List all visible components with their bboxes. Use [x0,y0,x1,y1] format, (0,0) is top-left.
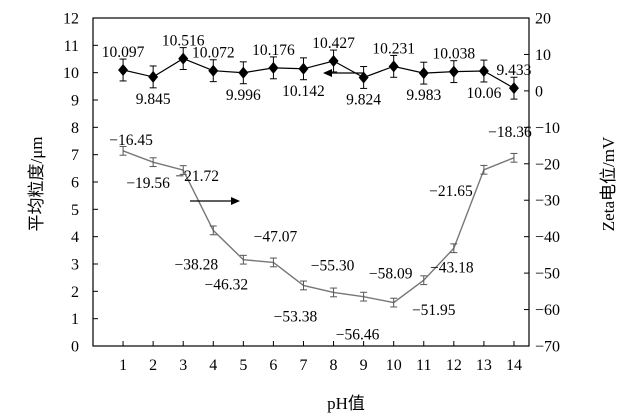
size-point [418,67,429,80]
size-data-label: 10.231 [372,40,415,57]
y-right-tick-label: −30 [535,193,560,210]
size-point [448,65,459,78]
size-data-label: 9.996 [226,87,261,104]
size-data-label: 9.983 [406,87,441,104]
zeta-data-label: −58.09 [369,266,413,283]
size-data-label: 10.516 [162,33,205,50]
zeta-data-label: −51.95 [412,302,456,319]
size-data-label: 10.176 [252,42,295,59]
y-left-tick-label: 2 [71,284,79,301]
size-point [298,62,309,75]
y-left-tick-label: 5 [71,202,79,219]
y-right-tick-label: −50 [535,266,560,283]
zeta-data-label: −43.18 [430,259,474,276]
zeta-data-label: −46.32 [205,277,249,294]
y-left-tick-label: 8 [71,120,79,137]
size-data-label: 10.097 [102,44,145,61]
x-tick-label: 13 [476,357,492,374]
x-tick-label: 5 [239,357,247,374]
size-data-label: 10.142 [282,83,325,100]
x-tick-label: 1 [119,357,127,374]
y-left-tick-label: 1 [71,311,79,328]
zeta-data-label: −21.65 [429,183,473,200]
y-axis-right-label: Zeta电位/mV [599,136,618,231]
size-data-label: 10.06 [466,85,501,102]
zeta-data-label: −55.30 [311,257,355,274]
size-data-label: 9.433 [497,62,532,79]
y-right-tick-label: 10 [535,47,551,64]
y-right-tick-label: 20 [535,11,551,28]
x-tick-label: 4 [209,357,217,374]
y-right-tick-label: −10 [535,120,560,137]
arrow-to-right-axis-head [231,197,240,205]
zeta-data-label: −47.07 [254,228,298,245]
y-right-tick-label: 0 [535,83,543,100]
x-tick-label: 14 [506,357,522,374]
size-data-label: 9.845 [136,91,171,108]
size-point [118,64,129,77]
size-data-label: 10.038 [433,46,476,63]
x-tick-label: 10 [386,357,402,374]
y-left-tick-label: 6 [71,175,79,192]
zeta-data-label: −19.56 [126,175,170,192]
x-tick-label: 8 [330,357,338,374]
size-point [178,52,189,65]
zeta-data-label: −53.38 [274,308,318,325]
y-right-tick-label: −60 [535,302,560,319]
y-left-tick-label: 4 [71,229,79,246]
y-right-tick-label: −70 [535,339,560,356]
y-right-tick-label: −40 [535,229,560,246]
size-data-label: 9.824 [346,91,381,108]
size-point [238,66,249,79]
x-tick-label: 6 [269,357,277,374]
zeta-data-label: −56.46 [336,327,380,344]
size-point [328,54,339,67]
size-point [478,65,489,78]
size-point [358,71,369,84]
y-left-tick-label: 12 [63,11,79,28]
y-left-tick-label: 10 [63,65,79,82]
zeta-series-line [122,150,515,304]
size-point [148,70,159,83]
y-left-tick-label: 9 [71,93,79,110]
y-left-tick-label: 7 [71,147,79,164]
size-point [508,82,519,95]
series-arrows [190,69,364,205]
y-right-tick-label: −20 [535,156,560,173]
zeta-data-label: −18.36 [488,124,532,141]
size-point [268,61,279,74]
y-left-tick-label: 0 [71,339,79,356]
size-point [208,64,219,77]
x-tick-label: 7 [299,357,307,374]
x-axis-label: pH值 [327,394,365,413]
x-tick-label: 2 [149,357,157,374]
x-tick-label: 9 [360,357,368,374]
y-axis-left-label: 平均粒度/μm [27,136,46,231]
arrow-to-left-axis-head [323,69,332,77]
zeta-data-label: −21.72 [175,168,219,185]
size-series-line [122,57,515,89]
x-tick-label: 12 [446,357,462,374]
x-tick-label: 11 [416,357,431,374]
size-data-label: 10.427 [312,35,355,52]
y-left-tick-label: 3 [71,257,79,274]
zeta-data-label: −38.28 [174,256,218,273]
x-tick-label: 3 [179,357,187,374]
y-left-tick-label: 11 [64,38,79,55]
size-point [388,60,399,73]
zeta-data-label: −16.45 [109,132,153,149]
size-data-label: 10.072 [192,45,235,62]
